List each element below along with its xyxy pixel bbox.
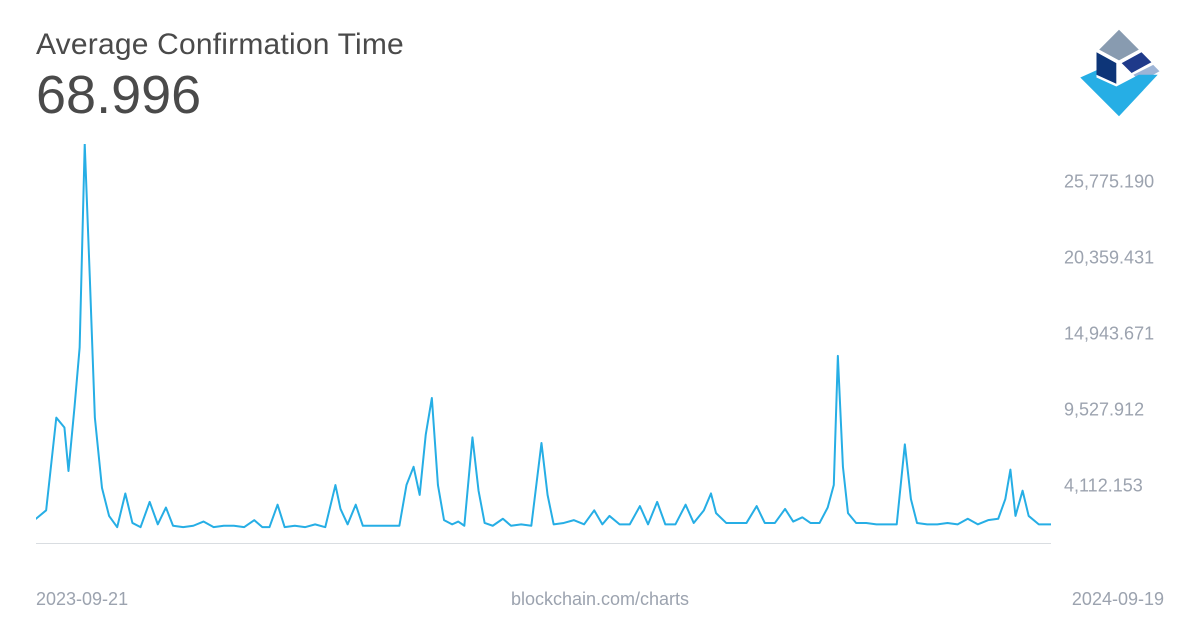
- y-tick-label: 9,527.912: [1064, 400, 1144, 421]
- x-end-label: 2024-09-19: [1072, 589, 1164, 610]
- chart-title: Average Confirmation Time: [36, 28, 404, 62]
- blockchain-logo-icon: [1074, 28, 1164, 118]
- chart-baseline: [36, 543, 1051, 544]
- logo-bottom: [1080, 70, 1157, 116]
- chart-card: Average Confirmation Time 68.996 25,775.…: [0, 0, 1200, 630]
- chart-current-value: 68.996: [36, 64, 404, 126]
- chart-area: 25,775.190 20,359.431 14,943.671 9,527.912 4…: [36, 144, 1164, 544]
- source-label: blockchain.com/charts: [511, 589, 689, 610]
- y-tick-label: 14,943.671: [1064, 324, 1154, 345]
- x-start-label: 2023-09-21: [36, 589, 128, 610]
- y-tick-label: 4,112.153: [1064, 476, 1143, 497]
- chart-line: [36, 144, 1051, 527]
- line-chart: [36, 144, 1051, 544]
- header: Average Confirmation Time 68.996: [36, 28, 1164, 126]
- y-axis-labels: 25,775.190 20,359.431 14,943.671 9,527.912 4…: [1064, 144, 1200, 544]
- title-block: Average Confirmation Time 68.996: [36, 28, 404, 126]
- y-tick-label: 25,775.190: [1064, 172, 1154, 193]
- footer: 2023-09-21 blockchain.com/charts 2024-09…: [36, 589, 1164, 610]
- y-tick-label: 20,359.431: [1064, 248, 1154, 269]
- logo-top: [1099, 30, 1139, 61]
